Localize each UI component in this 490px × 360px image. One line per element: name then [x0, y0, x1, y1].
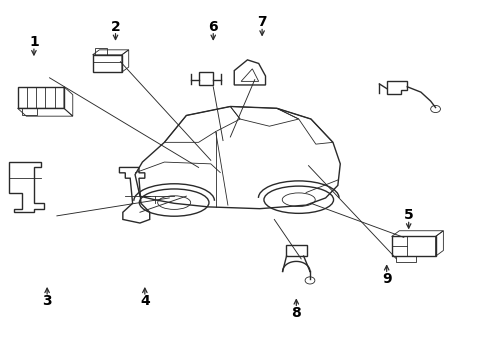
Text: 1: 1 [29, 35, 39, 49]
Text: 8: 8 [292, 306, 301, 320]
Text: 9: 9 [382, 271, 392, 285]
Text: 7: 7 [257, 15, 267, 29]
Text: 3: 3 [42, 294, 52, 308]
Text: 2: 2 [111, 19, 121, 33]
Text: 6: 6 [208, 19, 218, 33]
Text: 5: 5 [404, 208, 414, 222]
Text: 4: 4 [140, 294, 150, 308]
